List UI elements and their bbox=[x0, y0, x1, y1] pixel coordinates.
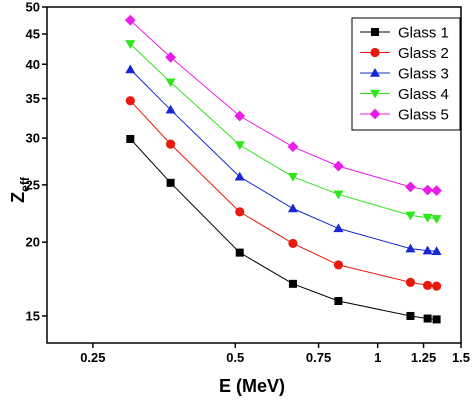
x-tick-label: 1 bbox=[374, 350, 381, 365]
data-point bbox=[126, 134, 135, 143]
legend-item: Glass 4 bbox=[360, 86, 449, 103]
legend-label: Glass 4 bbox=[398, 86, 449, 103]
data-point bbox=[288, 238, 298, 249]
x-tick-label: 0.5 bbox=[226, 350, 244, 365]
series-5 bbox=[124, 14, 442, 196]
legend-label: Glass 5 bbox=[398, 107, 449, 124]
data-point bbox=[125, 64, 136, 74]
y-axis-title-sub: eff bbox=[18, 176, 32, 192]
x-tick-label: 0.75 bbox=[306, 350, 331, 365]
legend-marker bbox=[370, 47, 380, 58]
data-point bbox=[234, 110, 246, 122]
legend-marker bbox=[369, 108, 381, 120]
data-point bbox=[124, 14, 136, 26]
y-tick-label: 40 bbox=[26, 57, 40, 72]
data-point bbox=[405, 243, 416, 253]
y-tick-label: 30 bbox=[26, 131, 40, 146]
series-1 bbox=[126, 134, 441, 324]
y-tick-label: 35 bbox=[26, 91, 40, 106]
legend-label: Glass 2 bbox=[398, 45, 449, 62]
y-axis-title-main: Z bbox=[8, 192, 28, 203]
y-tick-label: 20 bbox=[26, 235, 40, 250]
series-2 bbox=[125, 96, 442, 291]
legend-item: Glass 1 bbox=[360, 25, 449, 42]
legend-item: Glass 2 bbox=[360, 45, 449, 62]
data-point bbox=[334, 297, 343, 306]
legend-marker bbox=[370, 68, 380, 77]
legend-label: Glass 3 bbox=[398, 66, 449, 83]
legend-marker bbox=[370, 89, 380, 99]
legend-label: Glass 1 bbox=[398, 25, 449, 42]
data-point bbox=[166, 178, 175, 187]
data-point bbox=[125, 40, 136, 49]
data-point bbox=[288, 279, 297, 288]
data-point bbox=[234, 141, 245, 151]
data-point bbox=[422, 245, 433, 255]
y-tick-label: 25 bbox=[26, 177, 40, 192]
data-point bbox=[333, 260, 344, 270]
data-point bbox=[165, 51, 177, 63]
data-point bbox=[432, 315, 441, 324]
data-point bbox=[405, 277, 416, 287]
data-point bbox=[423, 280, 433, 290]
data-point bbox=[235, 207, 245, 217]
data-point bbox=[431, 215, 442, 224]
legend-box bbox=[351, 17, 461, 131]
data-point bbox=[333, 190, 344, 200]
x-tick-label: 0.25 bbox=[80, 350, 105, 365]
data-point bbox=[431, 246, 442, 256]
y-axis-title: Zeff bbox=[8, 176, 32, 203]
series-4 bbox=[125, 40, 442, 224]
data-point bbox=[431, 185, 442, 196]
data-point bbox=[287, 173, 298, 182]
data-point bbox=[166, 139, 176, 149]
data-point bbox=[125, 96, 135, 106]
plot-frame bbox=[46, 6, 462, 344]
data-point bbox=[422, 184, 434, 196]
svg-text:Zeff: Zeff bbox=[8, 176, 32, 203]
data-point bbox=[333, 160, 344, 172]
data-point bbox=[235, 248, 244, 257]
legend-item: Glass 5 bbox=[360, 107, 449, 124]
data-point bbox=[405, 181, 416, 193]
legend-marker bbox=[371, 28, 379, 36]
series-line bbox=[129, 69, 437, 252]
data-point bbox=[287, 203, 298, 213]
data-point bbox=[333, 223, 344, 233]
data-point bbox=[405, 211, 416, 221]
data-point bbox=[406, 311, 415, 320]
x-axis-title: E (MeV) bbox=[219, 376, 285, 396]
data-point bbox=[431, 281, 442, 291]
data-point bbox=[287, 141, 299, 153]
y-tick-label: 45 bbox=[26, 27, 40, 42]
legend-item: Glass 3 bbox=[360, 66, 449, 83]
data-point bbox=[423, 314, 432, 323]
x-tick-label: 1.5 bbox=[452, 350, 470, 365]
data-point bbox=[165, 104, 176, 114]
data-point bbox=[422, 213, 433, 223]
data-point bbox=[234, 171, 245, 181]
y-tick-label: 15 bbox=[26, 308, 40, 323]
series-3 bbox=[125, 64, 442, 256]
y-tick-label: 50 bbox=[26, 0, 40, 15]
data-point bbox=[165, 78, 176, 88]
x-tick-label: 1.25 bbox=[411, 350, 436, 365]
series-line bbox=[129, 138, 437, 320]
